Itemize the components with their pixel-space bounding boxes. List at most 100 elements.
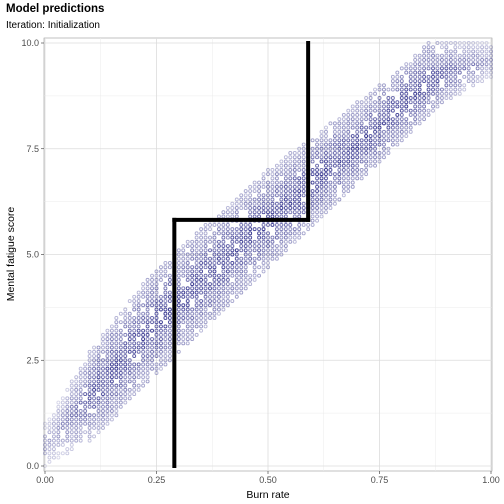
x-tick-label: 0.25 — [148, 475, 166, 485]
data-point — [431, 104, 435, 109]
data-point — [92, 413, 97, 418]
data-point — [324, 163, 328, 168]
x-tick-label: 0.00 — [36, 475, 54, 485]
data-point — [43, 438, 47, 443]
data-point — [332, 142, 337, 147]
data-point — [208, 248, 212, 253]
data-point — [382, 134, 386, 139]
data-point — [239, 201, 244, 206]
data-point — [243, 261, 248, 265]
data-point — [92, 354, 97, 358]
data-point — [243, 222, 248, 227]
data-point — [105, 354, 110, 358]
data-point — [154, 354, 159, 358]
data-point — [315, 155, 320, 160]
data-point — [230, 239, 235, 244]
data-point — [297, 235, 302, 240]
data-point — [346, 146, 351, 151]
data-point — [332, 121, 337, 126]
data-point — [190, 239, 195, 244]
data-point — [328, 159, 333, 164]
data-point — [234, 248, 239, 253]
data-point — [163, 282, 168, 287]
data-point — [176, 277, 181, 282]
data-point — [373, 121, 377, 126]
data-point — [341, 121, 346, 126]
data-point — [74, 413, 79, 418]
data-point — [230, 252, 235, 257]
data-point — [159, 273, 163, 278]
data-point — [390, 74, 395, 79]
data-point — [47, 442, 52, 447]
data-point — [355, 134, 360, 139]
data-point — [132, 392, 137, 397]
data-point — [341, 163, 346, 168]
data-point — [69, 409, 74, 413]
data-point — [105, 349, 110, 354]
data-point — [132, 307, 137, 312]
data-point — [279, 159, 284, 164]
data-point — [297, 231, 302, 236]
data-point — [332, 193, 337, 198]
data-point — [257, 252, 262, 257]
data-point — [69, 387, 74, 392]
data-point — [109, 328, 114, 333]
data-point — [74, 409, 79, 413]
data-point — [243, 201, 248, 206]
data-point — [422, 100, 427, 105]
data-point — [426, 62, 431, 67]
data-point — [288, 155, 293, 160]
data-point — [92, 387, 97, 392]
data-point — [324, 184, 328, 189]
data-point — [167, 328, 172, 333]
data-point — [279, 252, 284, 257]
data-point — [225, 277, 230, 282]
data-point — [341, 172, 346, 177]
data-point — [176, 290, 181, 295]
data-point — [422, 96, 427, 100]
data-point — [364, 117, 369, 122]
x-tick-label: 0.75 — [371, 475, 389, 485]
data-point — [373, 138, 377, 143]
data-point — [395, 104, 400, 109]
data-point — [324, 210, 328, 215]
data-point — [141, 328, 146, 333]
data-point — [216, 303, 221, 308]
data-point — [283, 222, 288, 227]
data-point — [132, 320, 137, 325]
data-point — [346, 138, 351, 143]
data-point — [261, 180, 266, 185]
data-point — [355, 100, 360, 105]
data-point — [368, 96, 373, 100]
data-point — [123, 307, 128, 312]
data-point — [230, 231, 235, 236]
data-point — [190, 256, 195, 261]
data-point — [243, 244, 248, 248]
data-point — [87, 421, 92, 426]
data-point — [123, 349, 128, 354]
data-point — [239, 273, 244, 278]
data-point — [386, 146, 391, 151]
data-point — [431, 62, 435, 67]
data-point — [390, 87, 395, 92]
data-point — [337, 172, 342, 177]
data-point — [87, 375, 92, 380]
data-point — [118, 354, 123, 358]
data-point — [480, 57, 485, 62]
data-point — [243, 231, 248, 236]
data-point — [270, 180, 275, 185]
data-point — [328, 180, 333, 185]
data-point — [132, 316, 137, 320]
data-point — [395, 100, 400, 105]
data-point — [266, 189, 270, 194]
data-point — [109, 337, 114, 342]
data-point — [145, 277, 150, 282]
data-point — [150, 273, 154, 278]
data-point — [270, 172, 275, 177]
data-point — [118, 349, 123, 354]
data-point — [355, 138, 360, 143]
data-point — [123, 400, 128, 405]
data-point — [51, 430, 56, 435]
data-point — [92, 434, 97, 439]
data-point — [105, 379, 110, 384]
